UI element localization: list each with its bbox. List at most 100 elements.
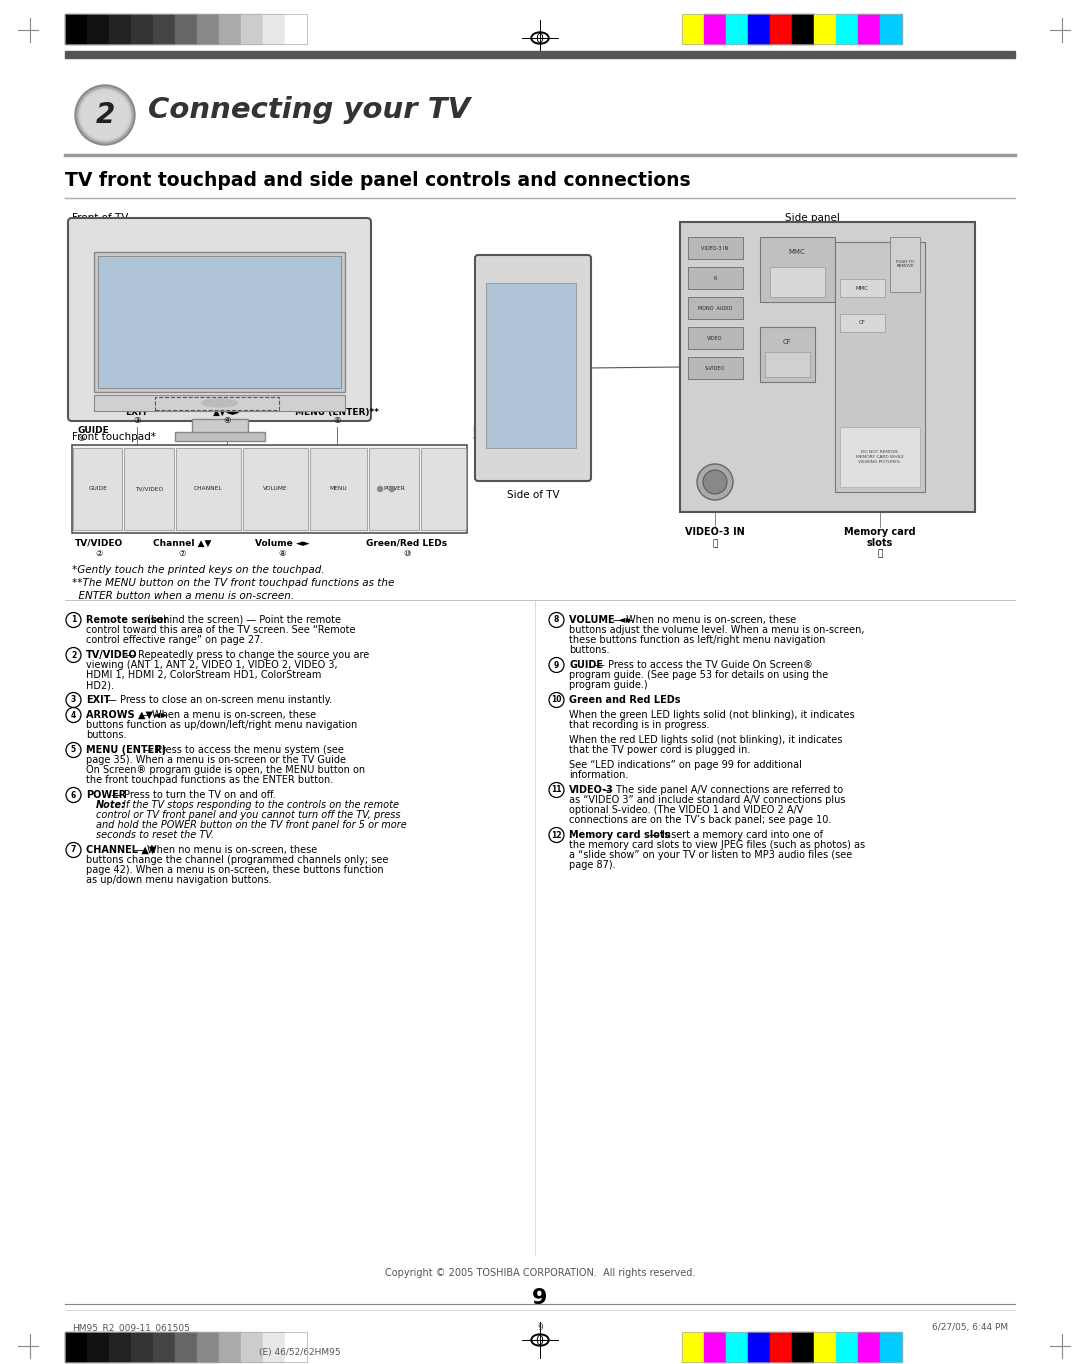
Text: (E) 46/52/62HM95: (E) 46/52/62HM95 — [259, 1348, 341, 1357]
Text: — Repeatedly press to change the source you are: — Repeatedly press to change the source … — [122, 651, 369, 660]
Text: ⑨: ⑨ — [77, 434, 84, 443]
Text: R: R — [713, 276, 717, 281]
Text: viewing (ANT 1, ANT 2, VIDEO 1, VIDEO 2, VIDEO 3,: viewing (ANT 1, ANT 2, VIDEO 1, VIDEO 2,… — [86, 660, 338, 670]
Text: — When a menu is on-screen, these: — When a menu is on-screen, these — [135, 711, 315, 720]
Text: — Press to access the TV Guide On Screen®: — Press to access the TV Guide On Screen… — [592, 660, 812, 670]
Circle shape — [81, 91, 129, 139]
Text: slots: slots — [867, 537, 893, 548]
Text: Remote sensor: Remote sensor — [86, 615, 168, 625]
Bar — [219, 1333, 241, 1363]
Text: S-VIDEO: S-VIDEO — [705, 366, 725, 371]
Bar — [94, 252, 345, 391]
Text: CHANNEL: CHANNEL — [194, 487, 222, 491]
Bar — [109, 14, 131, 44]
Text: EXIT: EXIT — [125, 408, 148, 417]
Text: VIDEO-3: VIDEO-3 — [569, 786, 613, 795]
Text: Remote sensor: Remote sensor — [205, 382, 279, 391]
Text: DO NOT REMOVE
MEMORY CARD WHILE
VIEWING PICTURES.: DO NOT REMOVE MEMORY CARD WHILE VIEWING … — [856, 450, 904, 464]
Bar — [890, 237, 920, 292]
Bar — [197, 14, 219, 44]
Text: TV/VIDEO: TV/VIDEO — [86, 651, 137, 660]
Circle shape — [549, 612, 564, 627]
Text: ⑫: ⑫ — [877, 548, 882, 558]
Circle shape — [549, 783, 564, 798]
Text: ④: ④ — [224, 416, 231, 426]
Bar — [264, 14, 285, 44]
Bar — [770, 1333, 792, 1363]
Bar — [153, 1333, 175, 1363]
Bar — [688, 357, 743, 379]
Text: buttons.: buttons. — [86, 730, 126, 741]
Bar — [369, 447, 419, 531]
Text: — Press to close an on-screen menu instantly.: — Press to close an on-screen menu insta… — [104, 696, 333, 705]
Bar — [858, 1333, 880, 1363]
Text: When the red LED lights solid (not blinking), it indicates: When the red LED lights solid (not blink… — [569, 735, 842, 745]
Bar — [704, 14, 726, 44]
Text: page 42). When a menu is on-screen, these buttons function: page 42). When a menu is on-screen, thes… — [86, 865, 383, 874]
Bar — [680, 222, 975, 512]
Bar — [688, 267, 743, 289]
Text: TV front touchpad and side panel controls and connections: TV front touchpad and side panel control… — [65, 170, 690, 190]
Text: — Press to turn the TV on and off.: — Press to turn the TV on and off. — [108, 790, 276, 801]
Text: Side panel: Side panel — [785, 213, 840, 222]
Bar — [65, 14, 307, 44]
Circle shape — [378, 487, 382, 491]
Ellipse shape — [534, 34, 546, 42]
Text: 5: 5 — [71, 746, 76, 754]
Text: 12: 12 — [551, 831, 562, 839]
Ellipse shape — [538, 1335, 542, 1345]
Text: (behind the screen) — Point the remote: (behind the screen) — Point the remote — [145, 615, 341, 625]
Bar — [243, 447, 308, 531]
Text: ⑩: ⑩ — [403, 548, 410, 558]
Bar — [154, 397, 279, 411]
Text: CF: CF — [859, 321, 865, 326]
Text: 10: 10 — [551, 696, 562, 704]
Circle shape — [66, 693, 81, 708]
Bar — [681, 1333, 902, 1363]
Text: as up/down menu navigation buttons.: as up/down menu navigation buttons. — [86, 874, 272, 885]
Text: 9: 9 — [554, 660, 559, 670]
Ellipse shape — [531, 1334, 549, 1346]
Bar — [814, 1333, 836, 1363]
Text: On Screen® program guide is open, the MENU button on: On Screen® program guide is open, the ME… — [86, 765, 365, 775]
Text: page 35). When a menu is on-screen or the TV Guide: page 35). When a menu is on-screen or th… — [86, 756, 346, 765]
Text: — Insert a memory card into one of: — Insert a memory card into one of — [646, 831, 823, 840]
Bar — [688, 237, 743, 259]
Text: Front of TV: Front of TV — [72, 213, 129, 222]
Text: VIDEO-3 IN: VIDEO-3 IN — [701, 246, 729, 251]
Bar — [760, 237, 835, 301]
Text: HDMI 1, HDMI 2, ColorStream HD1, ColorStream: HDMI 1, HDMI 2, ColorStream HD1, ColorSt… — [86, 670, 322, 681]
Text: these buttons function as left/right menu navigation: these buttons function as left/right men… — [569, 636, 825, 645]
Text: MMC: MMC — [788, 250, 806, 255]
Bar — [748, 1333, 770, 1363]
Bar — [73, 447, 122, 531]
Bar — [840, 427, 920, 487]
Bar — [65, 1333, 307, 1363]
Bar — [176, 447, 241, 531]
Text: ⑪: ⑪ — [713, 539, 718, 548]
Bar — [688, 297, 743, 319]
Text: Note:: Note: — [96, 801, 126, 810]
Ellipse shape — [202, 400, 237, 406]
Text: TV/VIDEO: TV/VIDEO — [135, 487, 163, 491]
Bar — [880, 1333, 902, 1363]
Circle shape — [66, 648, 81, 663]
Text: Green/Red LEDs: Green/Red LEDs — [366, 539, 447, 548]
Bar — [131, 1333, 153, 1363]
Text: ⑧: ⑧ — [279, 548, 286, 558]
Text: — When no menu is on-screen, these: — When no menu is on-screen, these — [609, 615, 796, 625]
Circle shape — [66, 742, 81, 757]
Text: the front touchpad functions as the ENTER button.: the front touchpad functions as the ENTE… — [86, 775, 334, 786]
Text: MENU (ENTER): MENU (ENTER) — [86, 745, 166, 756]
Text: Front touchpad*: Front touchpad* — [72, 432, 156, 442]
Text: the memory card slots to view JPEG files (such as photos) as: the memory card slots to view JPEG files… — [569, 840, 865, 850]
Bar — [792, 14, 814, 44]
Text: ENTER button when a menu is on-screen.: ENTER button when a menu is on-screen. — [72, 591, 294, 602]
Bar — [836, 1333, 858, 1363]
Text: CHANNEL ▲▼: CHANNEL ▲▼ — [86, 846, 157, 855]
Text: control or TV front panel and you cannot turn off the TV, press: control or TV front panel and you cannot… — [96, 810, 401, 820]
Text: **The MENU button on the TV front touchpad functions as the: **The MENU button on the TV front touchp… — [72, 578, 394, 588]
Bar — [175, 14, 197, 44]
Text: seconds to reset the TV.: seconds to reset the TV. — [96, 831, 214, 840]
Text: 9: 9 — [537, 1323, 543, 1333]
